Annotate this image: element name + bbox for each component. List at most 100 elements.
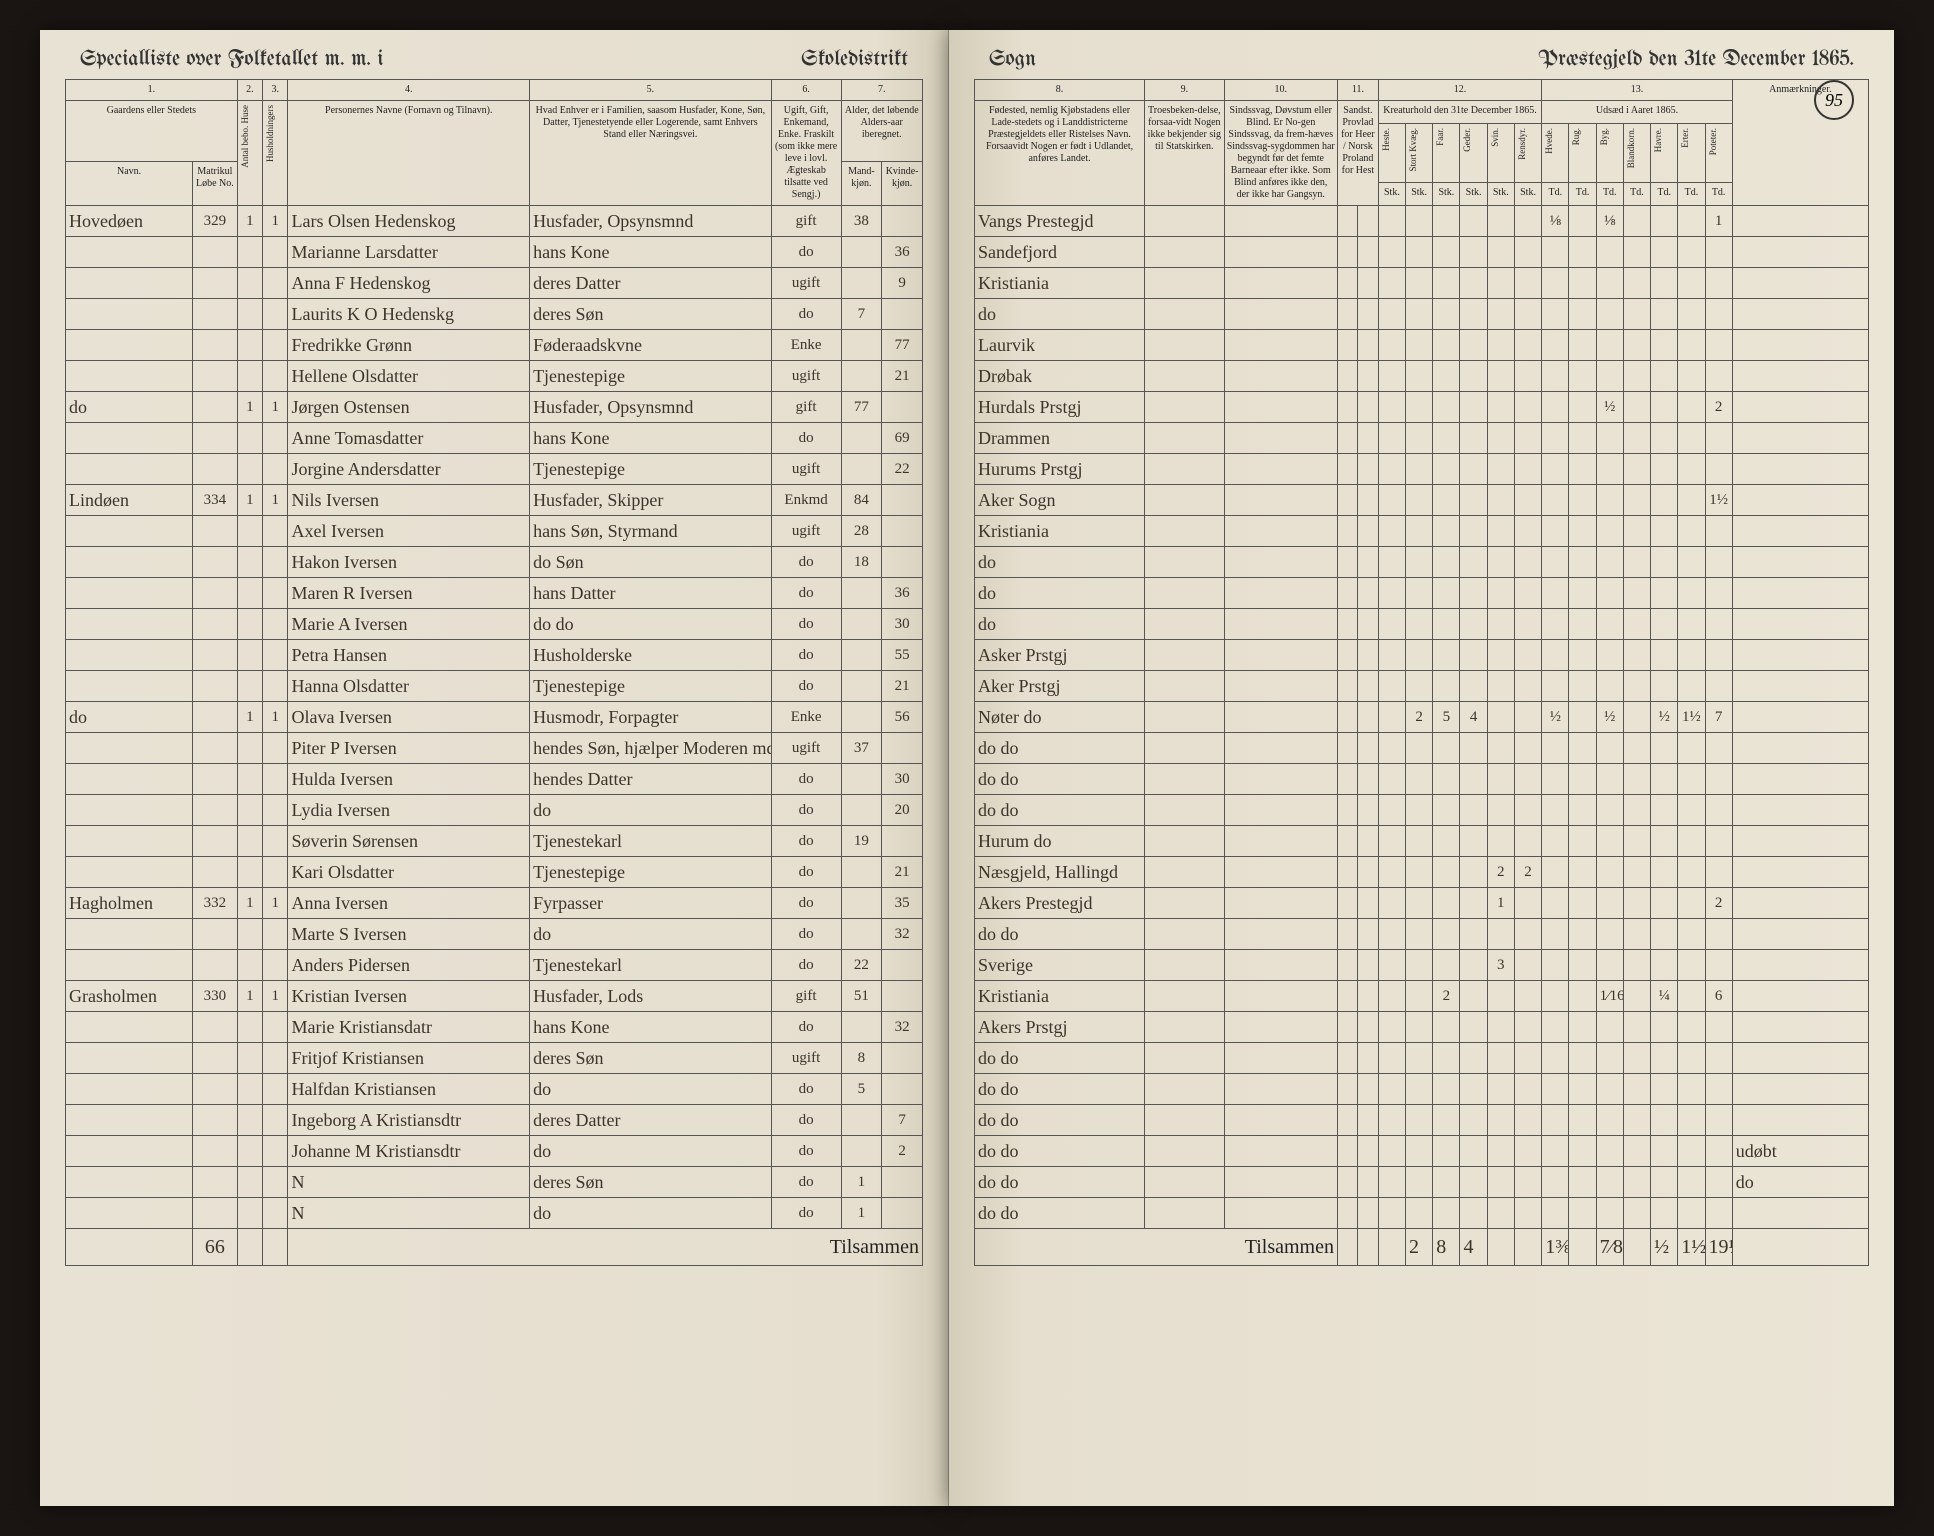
header-skoledistrikt: Skoledistrikt [801,48,908,71]
table-row: do do [974,1074,1868,1105]
table-row: do11Jørgen OstensenHusfader, Opsynsmndgi… [66,392,923,423]
table-row: Hagholmen33211Anna IversenFyrpasserdo35 [66,888,923,919]
left-page-header: Specialliste over Folketallet m. m. i Sk… [40,30,948,79]
table-row: do [974,609,1868,640]
hdr-c12-1: Stort Kvæg. [1406,124,1433,182]
header-specialliste: Specialliste over Folketallet m. m. i [80,48,383,71]
left-page: Specialliste over Folketallet m. m. i Sk… [40,30,949,1506]
footer-sum: 66 [193,1229,238,1266]
table-row: do11Olava IversenHusmodr, ForpagterEnke5… [66,702,923,733]
table-row: do do [974,1043,1868,1074]
table-row: Hurdals Prstgj½2 [974,392,1868,423]
table-row: Kristiania [974,268,1868,299]
hdr-c12-3: Geder. [1460,124,1487,182]
hdr-c12-2: Faar. [1433,124,1460,182]
hdr-c12-5: Rensdyr. [1514,124,1541,182]
table-row: do doudøbt [974,1136,1868,1167]
ledger-table-left: 1. 2. 3. 4. 5. 6. 7. Gaardens eller Sted… [65,79,923,1266]
hdr-c13-6: Poteter. [1705,124,1732,182]
table-row: Piter P Iversenhendes Søn, hjælper Moder… [66,733,923,764]
colnum-9: 9. [1145,80,1224,101]
table-row: Vangs Prestegjd⅛⅛1 [974,206,1868,237]
table-row: Laurits K O Hedenskgderes Søndo7 [66,299,923,330]
hdr-fodested: Fødested, nemlig Kjøbstadens eller Lade-… [974,101,1144,206]
hdr-mand: Mand-kjøn. [841,161,882,205]
table-row: do do [974,764,1868,795]
table-row: Aker Prstgj [974,671,1868,702]
hdr-proland: Sandst. Provlad for Heer / Norsk Proland… [1337,101,1378,206]
table-row: Ndodo1 [66,1198,923,1229]
table-row: Fritjof Kristiansenderes Sønugift8 [66,1043,923,1074]
hdr-huse: Antal bebo. Huse [240,105,251,168]
colnum-13: 13. [1542,80,1733,101]
colnum-7: 7. [841,80,922,101]
table-row: Anne Tomasdatterhans Konedo69 [66,423,923,454]
header-prestegjeld: Præstegjeld den 31te December 1865. [1538,48,1854,71]
table-row: Nderes Søndo1 [66,1167,923,1198]
ledger-rows-left: Hovedøen32911Lars Olsen HedenskogHusfade… [66,206,923,1229]
table-row: do do [974,1198,1868,1229]
table-row: Marie Kristiansdatrhans Konedo32 [66,1012,923,1043]
hdr-c13-3: Blandkorn. [1623,124,1650,182]
table-row: Anna F Hedenskogderes Datterugift9 [66,268,923,299]
hdr-mno: Matrikul Løbe No. [193,161,238,205]
table-row: Sverige3 [974,950,1868,981]
table-row: Næsgjeld, Hallingd22 [974,857,1868,888]
table-row: Lydia Iversendodo20 [66,795,923,826]
hdr-c13-1: Rug. [1569,124,1596,182]
table-row: Grasholmen33011Kristian IversenHusfader,… [66,981,923,1012]
header-sogn: Sogn [989,48,1036,71]
table-row: Marie A Iversendo dodo30 [66,609,923,640]
table-row: Hurums Prstgj [974,454,1868,485]
table-row: Sandefjord [974,237,1868,268]
hdr-hushold: Husholdningers [265,105,276,162]
colnum-6: 6. [771,80,841,101]
table-row: Petra HansenHusholderskedo55 [66,640,923,671]
hdr-kvinde: Kvinde-kjøn. [882,161,923,205]
colnum-5: 5. [530,80,772,101]
table-row: Johanne M Kristiansdtrdodo2 [66,1136,923,1167]
hdr-stand: Hvad Enhver er i Familien, saasom Husfad… [530,101,772,206]
colnum-10: 10. [1224,80,1337,101]
table-row: do [974,547,1868,578]
hdr-udsaed: Udsæd i Aaret 1865. [1542,101,1733,124]
page-number: 95 [1814,80,1854,120]
table-row: Hulda Iversenhendes Datterdo30 [66,764,923,795]
table-row: do do [974,1105,1868,1136]
table-row: Asker Prstgj [974,640,1868,671]
table-row: do [974,578,1868,609]
table-row: do do [974,919,1868,950]
hdr-c13-2: Byg. [1596,124,1623,182]
hdr-navne: Personernes Navne (Fornavn og Tilnavn). [288,101,530,206]
table-row: Kristiania21⁄16¼6 [974,981,1868,1012]
ledger-rows-right: Vangs Prestegjd⅛⅛1SandefjordKristianiado… [974,206,1868,1229]
hdr-kreatur: Kreaturhold den 31te December 1865. [1378,101,1541,124]
ledger-book: Specialliste over Folketallet m. m. i Sk… [0,0,1934,1536]
hdr-c13-0: Hvede. [1542,124,1569,182]
table-row: Hurum do [974,826,1868,857]
table-row: do dodo [974,1167,1868,1198]
table-row: Akers Prstgj [974,1012,1868,1043]
table-row: Laurvik [974,330,1868,361]
table-row: Kristiania [974,516,1868,547]
footer-row-left: 66 Tilsammen [66,1229,923,1266]
table-row: Kari OlsdatterTjenestepigedo21 [66,857,923,888]
right-page-header: Sogn Præstegjeld den 31te December 1865. [949,30,1894,79]
table-row: Marte S Iversendodo32 [66,919,923,950]
table-row: Maren R Iversenhans Datterdo36 [66,578,923,609]
hdr-c12-4: Svin. [1487,124,1514,182]
table-row: Hakon Iversendo Søndo18 [66,547,923,578]
table-row: Hellene OlsdatterTjenestepigeugift21 [66,361,923,392]
colnum-4: 4. [288,80,530,101]
hdr-navn: Navn. [66,161,193,205]
hdr-troes: Troesbeken-delse, forsaa-vidt Nogen ikke… [1145,101,1224,206]
table-row: Drammen [974,423,1868,454]
colnum-1: 1. [66,80,238,101]
hdr-gaard: Gaardens eller Stedets [66,101,238,162]
colnum-8: 8. [974,80,1144,101]
table-row: do do [974,733,1868,764]
table-row: Ingeborg A Kristiansdtrderes Datterdo7 [66,1105,923,1136]
table-row: do [974,299,1868,330]
table-row: Anders PidersenTjenestekarldo22 [66,950,923,981]
table-row: Marianne Larsdatterhans Konedo36 [66,237,923,268]
